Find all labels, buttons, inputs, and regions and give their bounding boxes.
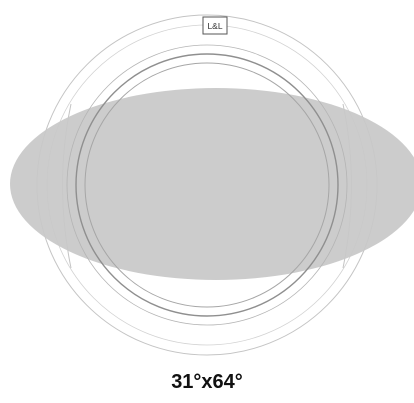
beam-angle-label: 31°x64°: [171, 371, 243, 393]
fixture-lens-ring: [75, 53, 339, 317]
beam-spread-ellipse: [10, 88, 414, 280]
fixture-lens-ring-outer-thin: [66, 44, 348, 326]
logo-badge: L&L: [202, 16, 228, 35]
fixture-lens-ring-inner: [84, 62, 330, 308]
logo-box: [202, 16, 228, 35]
logo-text: L&L: [207, 21, 222, 31]
